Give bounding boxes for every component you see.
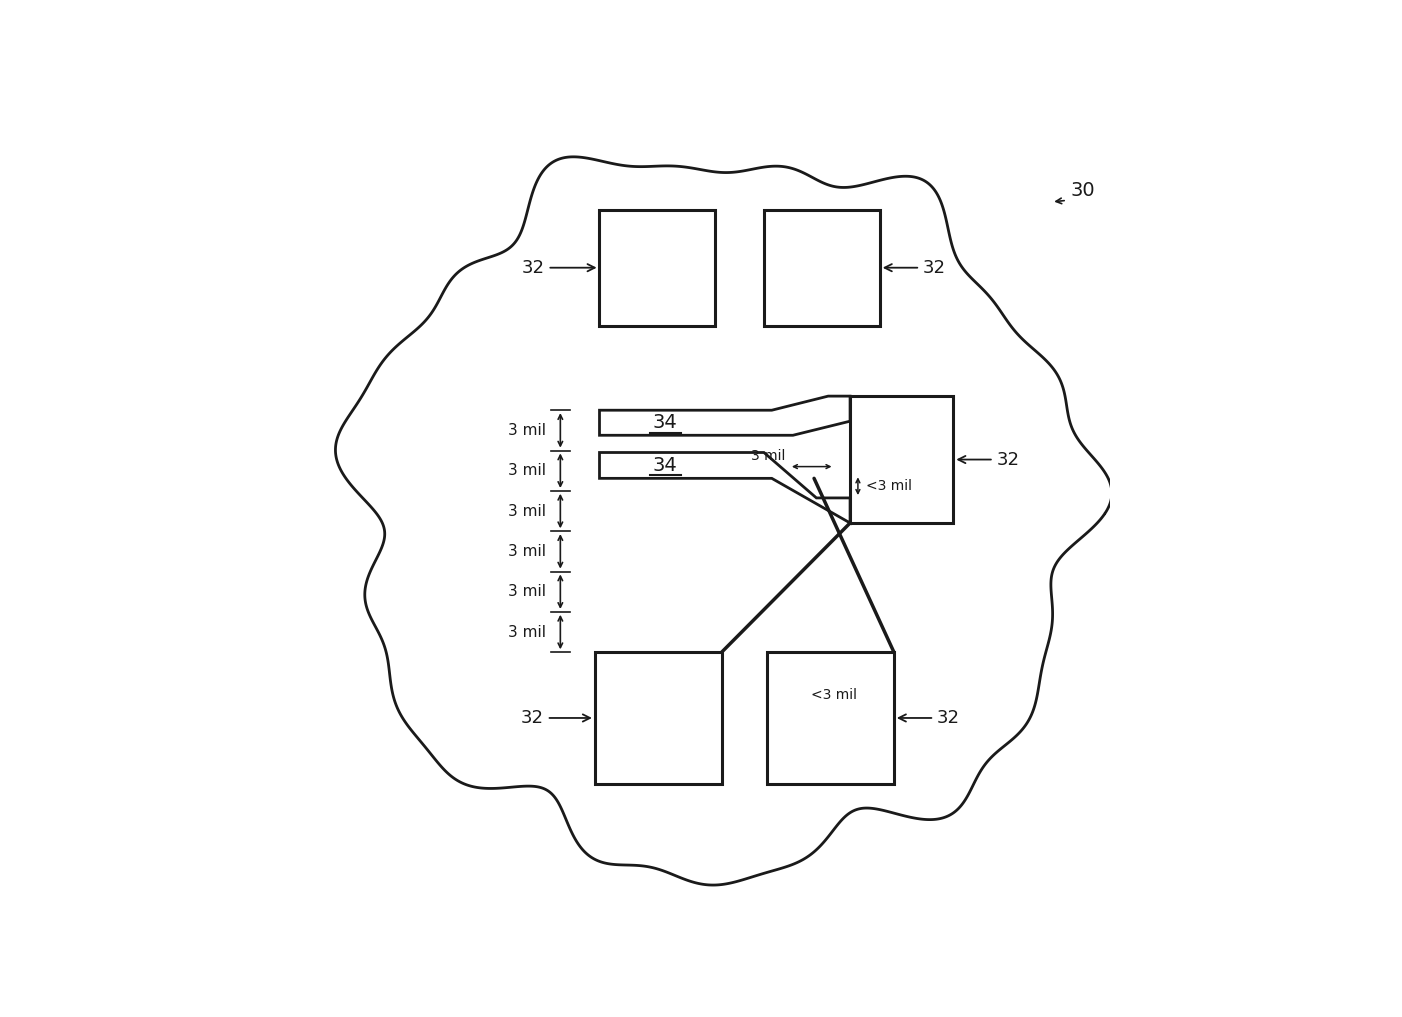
Text: 3 mil: 3 mil bbox=[509, 463, 547, 478]
Text: 32: 32 bbox=[885, 258, 946, 277]
Text: 32: 32 bbox=[899, 709, 960, 727]
Text: 32: 32 bbox=[522, 258, 594, 277]
Text: 30: 30 bbox=[1071, 181, 1095, 200]
Bar bbox=[850, 396, 953, 523]
Bar bbox=[767, 652, 894, 784]
Polygon shape bbox=[335, 157, 1112, 885]
Text: 3 mil: 3 mil bbox=[509, 423, 547, 438]
Text: 3 mil: 3 mil bbox=[509, 544, 547, 559]
Text: 32: 32 bbox=[958, 451, 1019, 469]
Text: 32: 32 bbox=[522, 709, 590, 727]
Text: 34: 34 bbox=[653, 413, 677, 432]
Text: 3 mil: 3 mil bbox=[509, 624, 547, 640]
Polygon shape bbox=[600, 453, 850, 523]
Polygon shape bbox=[600, 396, 850, 435]
Text: 3 mil: 3 mil bbox=[750, 448, 785, 463]
Bar bbox=[600, 210, 715, 325]
Bar bbox=[764, 210, 880, 325]
Text: 3 mil: 3 mil bbox=[509, 584, 547, 599]
Text: <3 mil: <3 mil bbox=[810, 689, 857, 703]
Text: <3 mil: <3 mil bbox=[866, 479, 911, 493]
Text: 3 mil: 3 mil bbox=[509, 503, 547, 519]
Text: 34: 34 bbox=[653, 456, 677, 475]
Bar bbox=[594, 652, 722, 784]
